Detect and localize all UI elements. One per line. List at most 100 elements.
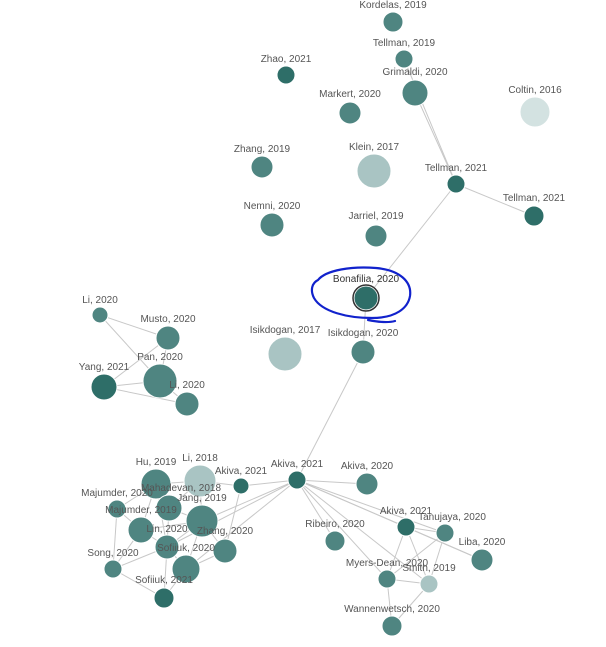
node-circle-smith-2019[interactable] [419,574,439,594]
node-mahadevan-2018[interactable] [155,494,183,522]
node-zhang-2019a[interactable] [250,155,274,179]
node-isikdogan-2017[interactable] [267,336,303,372]
node-circle-ribeiro-2020[interactable] [324,530,346,552]
node-circle-majumder-2019[interactable] [127,516,155,544]
node-grimaldi-2020[interactable] [401,79,429,107]
node-sofiiuk-2020[interactable] [171,554,201,584]
edge-tellman-2021a-to-tellman-2021b [455,183,535,217]
node-label-akiva-2021a: Akiva, 2021 [215,466,268,477]
node-hu-2019[interactable] [140,468,172,500]
node-circle-jarriel-2019[interactable] [364,224,388,248]
node-label-majumder-2020: Majumder, 2020 [81,488,153,499]
node-yang-2021[interactable] [90,373,118,401]
node-sofiiuk-2021[interactable] [153,587,175,609]
node-zhao-2021[interactable] [276,65,296,85]
node-circle-musto-2020[interactable] [155,325,181,351]
node-circle-tanujaya-2020[interactable] [435,523,455,543]
node-ribeiro-2020[interactable] [324,530,346,552]
node-kordelas-2019[interactable] [382,11,404,33]
node-akiva-2021b[interactable] [287,470,307,490]
edge-grimaldi-2020-to-tellman-2021a [414,92,457,185]
node-myers-dean-2020[interactable] [377,569,397,589]
node-circle-zhang-2020[interactable] [212,538,238,564]
node-jang-2019[interactable] [185,504,219,538]
node-wannenwetsch-2020[interactable] [381,615,403,637]
node-circle-pan-2020[interactable] [142,363,178,399]
node-circle-sofiiuk-2021[interactable] [153,587,175,609]
node-klein-2017[interactable] [356,153,392,189]
node-circle-zhao-2021[interactable] [276,65,296,85]
node-akiva-2021a[interactable] [232,477,250,495]
node-circle-tellman-2021a[interactable] [446,174,466,194]
node-li-2020b[interactable] [174,391,200,417]
node-markert-2020[interactable] [338,101,362,125]
node-circle-jang-2019[interactable] [185,504,219,538]
node-circle-liba-2020[interactable] [470,548,494,572]
node-musto-2020[interactable] [155,325,181,351]
node-circle-yang-2021[interactable] [90,373,118,401]
node-circle-nemni-2020[interactable] [259,212,285,238]
node-pan-2020[interactable] [142,363,178,399]
node-label-tanujaya-2020: Tanujaya, 2020 [418,512,486,523]
node-circle-akiva-2021c[interactable] [396,517,416,537]
node-label-musto-2020: Musto, 2020 [140,314,195,325]
node-circle-li-2020b[interactable] [174,391,200,417]
node-label-smith-2019: Smith, 2019 [402,563,456,574]
node-majumder-2020[interactable] [107,499,127,519]
node-tanujaya-2020[interactable] [435,523,455,543]
node-smith-2019[interactable] [419,574,439,594]
node-label-song-2020: Song, 2020 [87,548,139,559]
node-tellman-2021b[interactable] [523,205,545,227]
node-circle-hu-2019[interactable] [140,468,172,500]
node-akiva-2021c[interactable] [396,517,416,537]
node-circle-akiva-2021a[interactable] [232,477,250,495]
node-zhang-2020[interactable] [212,538,238,564]
node-circle-kordelas-2019[interactable] [382,11,404,33]
node-tellman-2019[interactable] [394,49,414,69]
node-circle-bonafilia-2020[interactable] [353,285,379,311]
edge-isikdogan-2020-to-akiva-2021b [296,351,364,481]
node-tellman-2021a[interactable] [446,174,466,194]
node-circle-grimaldi-2020[interactable] [401,79,429,107]
edge-akiva-2021b-to-jang-2019 [201,479,298,522]
node-jarriel-2019[interactable] [364,224,388,248]
node-circle-tellman-2021b[interactable] [523,205,545,227]
node-label-lin-2020: Lin, 2020 [146,524,188,535]
node-circle-li-2020a[interactable] [91,306,109,324]
node-coltin-2016[interactable] [519,96,551,128]
node-circle-coltin-2016[interactable] [519,96,551,128]
node-circle-wannenwetsch-2020[interactable] [381,615,403,637]
node-li-2020a[interactable] [91,306,109,324]
node-circle-tellman-2019[interactable] [394,49,414,69]
node-label-sofiiuk-2021: Sofiiuk, 2021 [135,575,193,586]
node-bonafilia-2020[interactable] [352,284,380,312]
node-circle-majumder-2020[interactable] [107,499,127,519]
node-li-2018[interactable] [183,464,217,498]
node-song-2020[interactable] [103,559,123,579]
node-nemni-2020[interactable] [259,212,285,238]
node-circle-akiva-2020[interactable] [355,472,379,496]
node-circle-sofiiuk-2020[interactable] [171,554,201,584]
hand-drawn-highlight-circle [310,266,412,324]
node-circle-akiva-2021b[interactable] [287,470,307,490]
node-circle-isikdogan-2017[interactable] [267,336,303,372]
node-circle-klein-2017[interactable] [356,153,392,189]
node-lin-2020[interactable] [154,534,180,560]
node-label-grimaldi-2020: Grimaldi, 2020 [382,67,447,78]
node-akiva-2020[interactable] [355,472,379,496]
node-circle-isikdogan-2020[interactable] [350,339,376,365]
node-isikdogan-2020[interactable] [350,339,376,365]
node-majumder-2019[interactable] [127,516,155,544]
node-circle-li-2018[interactable] [183,464,217,498]
node-circle-mahadevan-2018[interactable] [155,494,183,522]
node-circle-zhang-2019a[interactable] [250,155,274,179]
node-label-tellman-2021b: Tellman, 2021 [503,193,566,204]
node-label-coltin-2016: Coltin, 2016 [508,85,562,96]
node-label-yang-2021: Yang, 2021 [79,362,130,373]
node-liba-2020[interactable] [470,548,494,572]
node-circle-song-2020[interactable] [103,559,123,579]
node-circle-markert-2020[interactable] [338,101,362,125]
node-circle-lin-2020[interactable] [154,534,180,560]
node-circle-myers-dean-2020[interactable] [377,569,397,589]
